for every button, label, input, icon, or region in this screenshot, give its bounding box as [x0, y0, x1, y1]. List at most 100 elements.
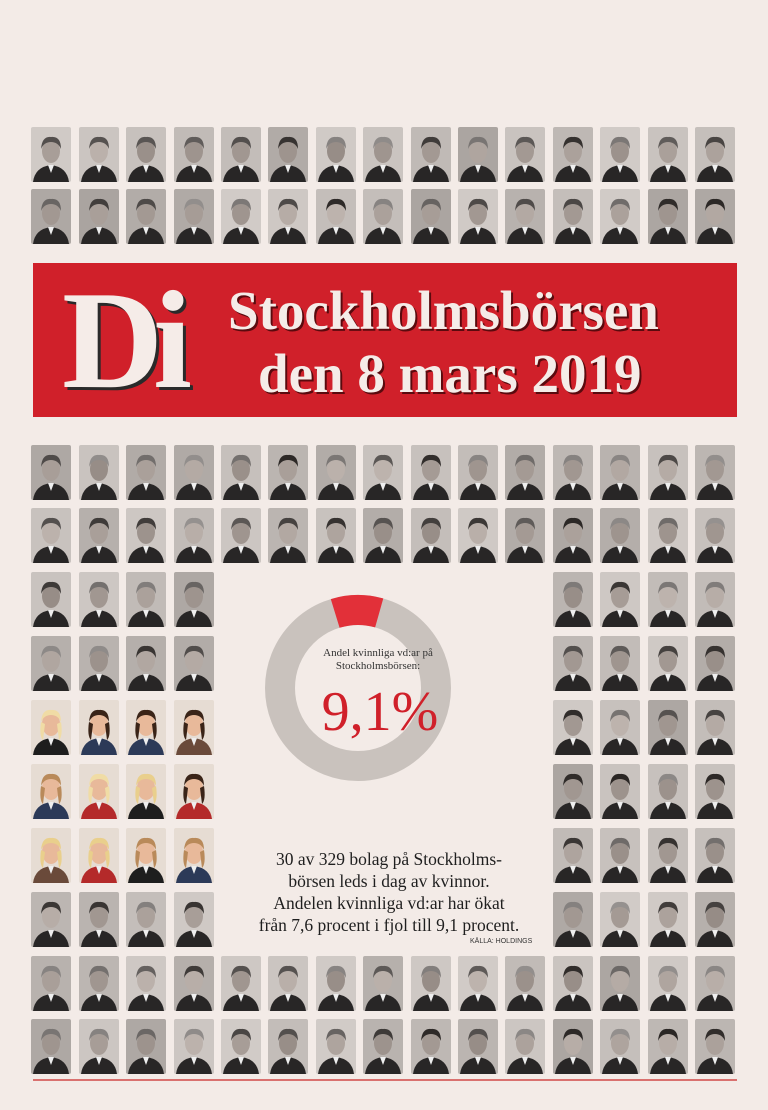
portrait-photo [411, 508, 451, 563]
portrait-photo [126, 127, 166, 182]
portrait-photo [600, 572, 640, 627]
portrait-photo [174, 445, 214, 500]
portrait-photo [695, 892, 735, 947]
portrait-photo [31, 189, 71, 244]
portrait-photo [363, 127, 403, 182]
portrait-photo [79, 828, 119, 883]
portrait-photo [316, 189, 356, 244]
portrait-photo [363, 956, 403, 1011]
portrait-photo [553, 572, 593, 627]
portrait-photo [126, 956, 166, 1011]
portrait-photo [316, 127, 356, 182]
headline-line-2: den 8 mars 2019 [258, 343, 641, 405]
portrait-photo [174, 189, 214, 244]
portrait-photo [600, 892, 640, 947]
portrait-photo [600, 700, 640, 755]
portrait-photo [553, 1019, 593, 1074]
portrait-photo [505, 445, 545, 500]
portrait-photo [553, 508, 593, 563]
portrait-photo [31, 127, 71, 182]
portrait-photo [174, 956, 214, 1011]
portrait-photo [126, 1019, 166, 1074]
portrait-photo [126, 700, 166, 755]
portrait-photo [458, 127, 498, 182]
portrait-photo [126, 636, 166, 691]
portrait-photo [600, 956, 640, 1011]
portrait-photo [316, 956, 356, 1011]
portrait-photo [600, 636, 640, 691]
portrait-photo [31, 508, 71, 563]
portrait-photo [695, 572, 735, 627]
portrait-photo [553, 127, 593, 182]
portrait-photo [31, 1019, 71, 1074]
portrait-photo [79, 189, 119, 244]
portrait-photo [458, 956, 498, 1011]
portrait-photo [174, 1019, 214, 1074]
portrait-photo [31, 956, 71, 1011]
portrait-photo [79, 700, 119, 755]
portrait-photo [505, 189, 545, 244]
portrait-photo [648, 956, 688, 1011]
portrait-photo [695, 445, 735, 500]
portrait-photo [411, 1019, 451, 1074]
portrait-photo [31, 636, 71, 691]
portrait-photo [600, 764, 640, 819]
portrait-photo [411, 127, 451, 182]
portrait-photo [79, 127, 119, 182]
bottom-rule [33, 1079, 737, 1081]
portrait-photo [79, 508, 119, 563]
portrait-photo [126, 572, 166, 627]
portrait-photo [553, 956, 593, 1011]
portrait-photo [553, 700, 593, 755]
portrait-photo [31, 572, 71, 627]
portrait-photo [458, 189, 498, 244]
portrait-photo [505, 1019, 545, 1074]
portrait-photo [553, 189, 593, 244]
portrait-photo [411, 956, 451, 1011]
portrait-photo [695, 764, 735, 819]
portrait-photo [695, 508, 735, 563]
portrait-photo [600, 828, 640, 883]
portrait-photo [363, 508, 403, 563]
portrait-photo [174, 892, 214, 947]
portrait-photo [126, 508, 166, 563]
portrait-photo [648, 445, 688, 500]
portrait-photo [79, 636, 119, 691]
portrait-photo [458, 508, 498, 563]
portrait-photo [316, 1019, 356, 1074]
portrait-photo [411, 189, 451, 244]
di-logo: Di [62, 266, 222, 416]
portrait-photo [648, 764, 688, 819]
portrait-photo [126, 445, 166, 500]
portrait-photo [553, 764, 593, 819]
portrait-photo [174, 572, 214, 627]
portrait-photo [648, 1019, 688, 1074]
portrait-photo [553, 445, 593, 500]
portrait-photo [174, 508, 214, 563]
portrait-photo [126, 189, 166, 244]
portrait-photo [458, 1019, 498, 1074]
portrait-photo [79, 764, 119, 819]
portrait-photo [221, 445, 261, 500]
portrait-photo [221, 189, 261, 244]
portrait-photo [221, 127, 261, 182]
portrait-photo [648, 127, 688, 182]
portrait-photo [600, 445, 640, 500]
portrait-photo [31, 892, 71, 947]
portrait-photo [174, 764, 214, 819]
portrait-photo [31, 828, 71, 883]
portrait-photo [363, 1019, 403, 1074]
portrait-photo [411, 445, 451, 500]
stat-value: 9,1% [300, 680, 460, 744]
body-text: 30 av 329 bolag på Stockholms-börsen led… [258, 848, 520, 936]
portrait-photo [600, 1019, 640, 1074]
portrait-photo [31, 764, 71, 819]
portrait-photo [695, 700, 735, 755]
portrait-photo [600, 189, 640, 244]
portrait-photo [268, 189, 308, 244]
portrait-photo [648, 636, 688, 691]
portrait-photo [174, 127, 214, 182]
portrait-photo [363, 445, 403, 500]
portrait-photo [600, 508, 640, 563]
portrait-photo [648, 189, 688, 244]
